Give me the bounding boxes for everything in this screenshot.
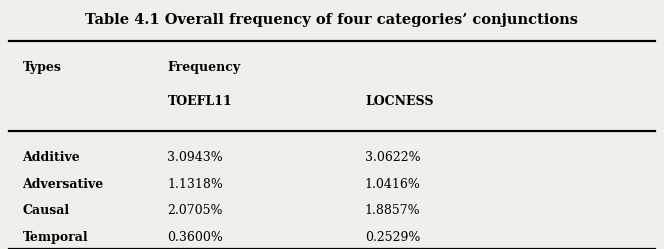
Text: LOCNESS: LOCNESS xyxy=(365,95,434,108)
Text: 2.0705%: 2.0705% xyxy=(167,204,223,217)
Text: 1.8857%: 1.8857% xyxy=(365,204,420,217)
Text: Additive: Additive xyxy=(23,151,80,164)
Text: Temporal: Temporal xyxy=(23,231,88,244)
Text: Frequency: Frequency xyxy=(167,61,240,74)
Text: 0.3600%: 0.3600% xyxy=(167,231,223,244)
Text: 3.0943%: 3.0943% xyxy=(167,151,223,164)
Text: 0.2529%: 0.2529% xyxy=(365,231,420,244)
Text: 1.0416%: 1.0416% xyxy=(365,178,421,191)
Text: Types: Types xyxy=(23,61,61,74)
Text: Causal: Causal xyxy=(23,204,70,217)
Text: Adversative: Adversative xyxy=(23,178,104,191)
Text: TOEFL11: TOEFL11 xyxy=(167,95,232,108)
Text: Table 4.1 Overall frequency of four categories’ conjunctions: Table 4.1 Overall frequency of four cate… xyxy=(86,12,578,26)
Text: 3.0622%: 3.0622% xyxy=(365,151,420,164)
Text: 1.1318%: 1.1318% xyxy=(167,178,223,191)
